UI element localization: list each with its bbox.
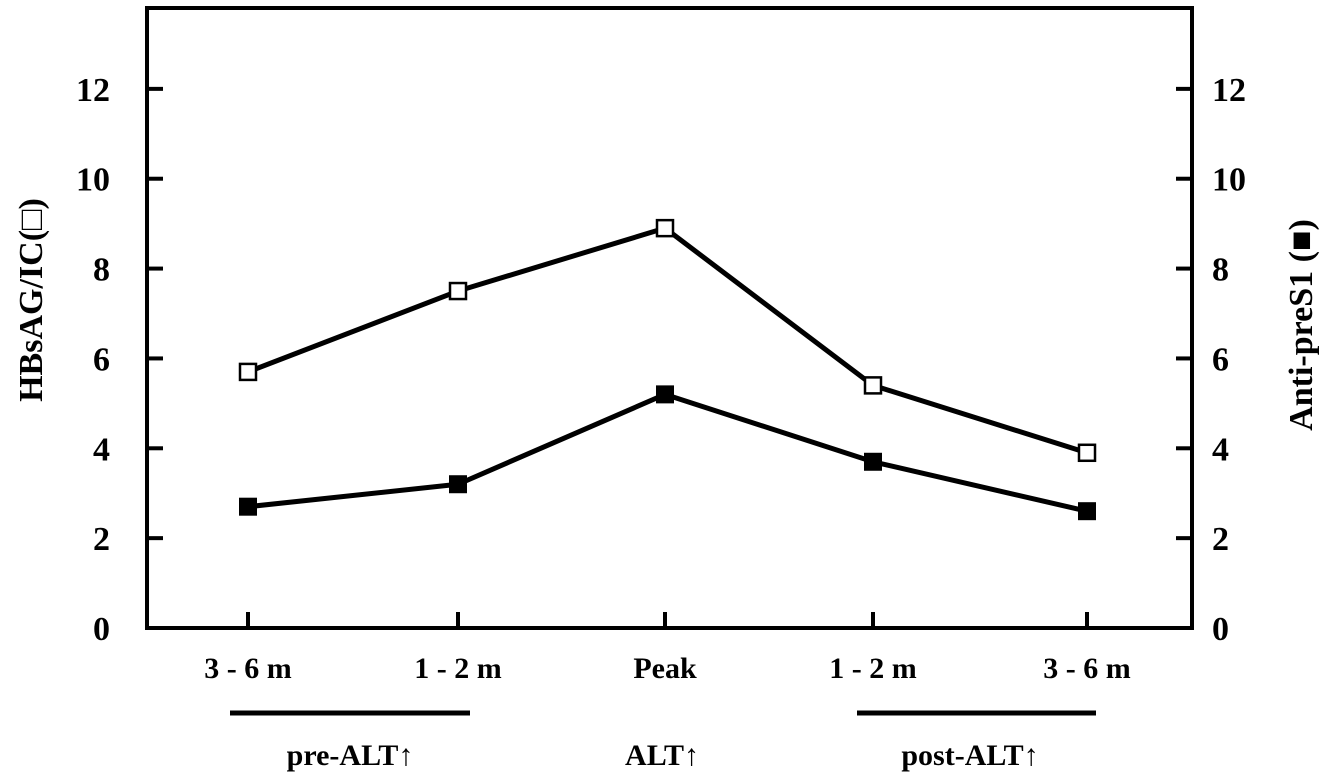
left-axis: 0 2 4 6 8 10 12	[76, 72, 163, 648]
left-tick-label: 4	[93, 431, 110, 468]
filled-square-point	[1078, 502, 1096, 521]
x-tick-label: 1 - 2 m	[414, 652, 501, 685]
group-label-pre-alt: pre-ALT↑	[287, 739, 414, 772]
open-square-point	[863, 376, 883, 395]
left-tick-label: 12	[76, 72, 110, 109]
left-tick-label: 8	[93, 252, 110, 289]
filled-square-point	[656, 385, 674, 404]
x-axis: 3 - 6 m 1 - 2 m Peak 1 - 2 m 3 - 6 m	[204, 612, 1131, 685]
filled-square-point	[864, 452, 882, 471]
left-tick-label: 2	[93, 521, 110, 558]
y-axis-title-left: HBsAG/IC(□)	[13, 198, 50, 402]
series-line-1	[247, 225, 1088, 456]
x-tick-label: Peak	[633, 652, 697, 685]
right-tick-label: 0	[1212, 611, 1229, 648]
series-layer	[238, 218, 1097, 521]
right-tick-label: 12	[1212, 72, 1246, 109]
group-label-post-alt: post-ALT↑	[901, 739, 1038, 772]
left-tick-label: 10	[76, 162, 110, 199]
open-square-point	[238, 362, 258, 382]
x-tick-label: 3 - 6 m	[204, 652, 291, 685]
right-tick-label: 6	[1212, 341, 1229, 378]
y-axis-title-right: Anti-preS1 (■)	[1283, 219, 1320, 431]
open-square-point	[655, 218, 675, 238]
right-tick-label: 8	[1212, 252, 1229, 289]
open-square-point	[1077, 443, 1097, 463]
open-square-point	[448, 281, 468, 301]
x-tick-label: 3 - 6 m	[1043, 652, 1130, 685]
left-tick-label: 0	[93, 611, 110, 648]
plot-frame	[145, 6, 1194, 630]
group-label-alt: ALT↑	[625, 739, 699, 772]
left-tick-label: 6	[93, 341, 110, 378]
right-tick-label: 4	[1212, 431, 1229, 468]
right-tick-label: 10	[1212, 162, 1246, 199]
x-tick-label: 1 - 2 m	[829, 652, 916, 685]
filled-square-point	[239, 497, 257, 516]
right-axis: 0 2 4 6 8 10 12	[1176, 72, 1246, 648]
right-tick-label: 2	[1212, 521, 1229, 558]
filled-square-point	[449, 475, 467, 494]
